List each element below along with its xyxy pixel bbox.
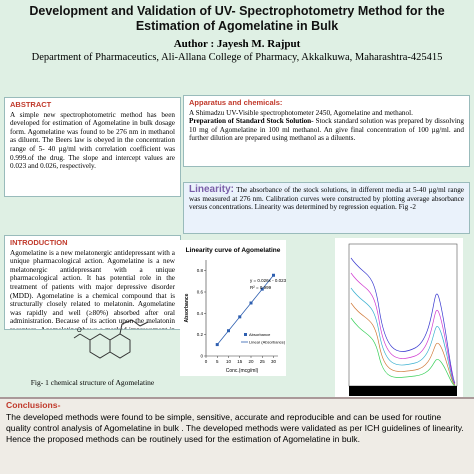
introduction-heading: INTRODUCTION [10, 238, 68, 247]
x-tick-label: 10 [226, 359, 232, 364]
author: Author : Jayesh M. Rajput [173, 38, 301, 50]
x-tick-label: 5 [216, 359, 219, 364]
y-tick-label: 0.6 [197, 290, 204, 295]
data-point [272, 273, 275, 277]
x-axis-label: Conc.(mcg/ml) [226, 368, 259, 374]
stock-heading: Preparation of Standard Stock Solution- [189, 117, 314, 126]
linearity-box: Linearity: The absorbance of the stock s… [183, 182, 470, 234]
linearity-chart: Linearity curve of Agomelatine Absorbance… [180, 240, 286, 376]
x-tick-label: 0 [205, 359, 208, 364]
poster-title: Development and Validation of UV- Spectr… [29, 4, 445, 33]
conclusions-heading: Conclusions- [6, 400, 61, 410]
data-point [238, 315, 242, 319]
conclusions-text: The developed methods were found to be s… [6, 412, 464, 444]
data-point [249, 301, 253, 305]
x-tick-label: 25 [260, 359, 266, 364]
data-point [260, 287, 264, 291]
y-axis-label: Absorbance [184, 293, 190, 322]
legend-swatch [244, 333, 247, 336]
x-tick-label: 30 [271, 359, 277, 364]
introduction-text: Agomelatine is a new melatonergic antide… [10, 248, 175, 330]
trend-line [216, 275, 274, 345]
introduction-box: INTRODUCTION Agomelatine is a new melato… [4, 235, 181, 330]
spectrum-figure [335, 238, 463, 398]
x-tick-label: 15 [237, 359, 243, 364]
data-point [227, 329, 230, 333]
abstract-text: A simple new spectrophotometric method h… [10, 110, 175, 171]
apparatus-text: A Shimadzu UV-Visible spectrophotometer … [189, 108, 413, 117]
figure-caption: Fig- 1 chemical structure of Agomelatine [30, 378, 155, 387]
abstract-box: ABSTRACT A simple new spectrophotometric… [4, 97, 181, 197]
annotation: y = 0.026x - 0.023 [250, 278, 286, 283]
y-tick-label: 0.4 [197, 311, 204, 316]
chart-title: Linearity curve of Agomelatine [186, 247, 281, 254]
y-tick-label: 0 [200, 354, 203, 359]
conclusions-box: Conclusions- The developed methods were … [0, 397, 474, 474]
molecule: O [73, 319, 149, 359]
y-tick-label: 0.8 [197, 268, 204, 273]
legend-label: Linear (Absorbance) [249, 340, 286, 345]
apparatus-box: Apparatus and chemicals: A Shimadzu UV-V… [183, 95, 470, 167]
department: Department of Pharmaceutics, Ali-Allana … [31, 52, 443, 63]
y-tick-label: 0.2 [197, 332, 204, 337]
legend-label: Absorbance [249, 332, 271, 337]
svg-text:O: O [77, 328, 82, 334]
linearity-text: The absorbance of the stock solutions, i… [189, 186, 464, 212]
data-point [215, 343, 219, 347]
x-tick-label: 20 [248, 359, 254, 364]
linearity-heading: Linearity: [189, 184, 235, 195]
apparatus-heading: Apparatus and chemicals: [189, 98, 283, 107]
annotation: R² = 0.999 [250, 285, 272, 290]
abstract-heading: ABSTRACT [10, 100, 52, 109]
stock-text: Stock standard solution was prepared by … [189, 117, 464, 143]
